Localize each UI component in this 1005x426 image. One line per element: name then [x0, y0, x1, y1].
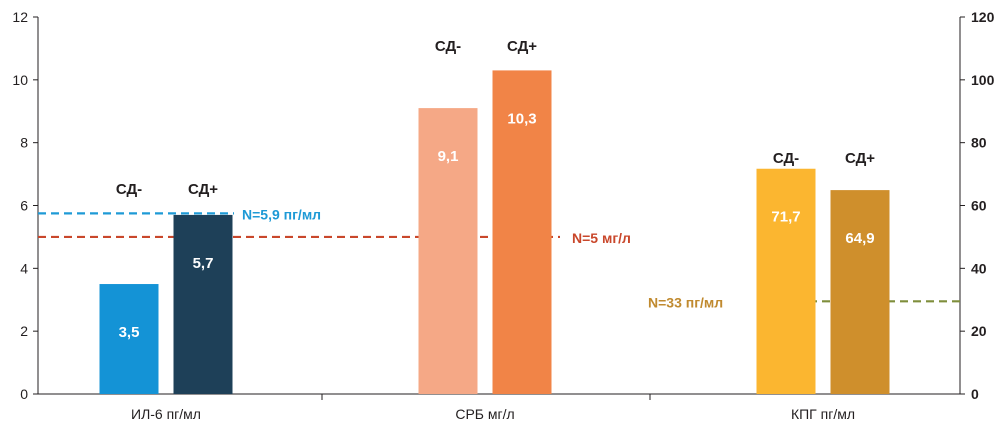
group-label: СД+	[507, 38, 537, 55]
left-tick-label: 6	[20, 198, 28, 214]
category-label: СРБ мг/л	[455, 406, 514, 422]
bar-value-label: 3,5	[119, 324, 140, 341]
right-tick-label: 40	[971, 260, 987, 276]
reference-line-label: N=33 пг/мл	[648, 294, 723, 310]
bar	[830, 190, 890, 394]
left-tick-label: 2	[20, 323, 28, 339]
left-tick-label: 10	[12, 72, 28, 88]
group-label: СД-	[773, 150, 799, 167]
group-label: СД+	[845, 150, 875, 167]
left-tick-label: 12	[12, 9, 28, 25]
bar	[756, 168, 816, 394]
bar-value-label: 9,1	[438, 148, 459, 165]
bar	[418, 108, 478, 394]
right-tick-label: 100	[971, 72, 995, 88]
right-tick-label: 0	[971, 386, 979, 402]
bar-value-label: 10,3	[507, 110, 536, 127]
bar	[173, 214, 233, 394]
bar-value-label: 71,7	[771, 209, 800, 226]
group-label: СД-	[116, 181, 142, 198]
bar-value-label: 5,7	[193, 255, 214, 272]
bar	[99, 284, 159, 394]
category-label: КПГ пг/мл	[791, 406, 855, 422]
reference-line-label: N=5 мг/л	[572, 230, 631, 246]
category-label: ИЛ-6 пг/мл	[131, 406, 201, 422]
left-tick-label: 4	[20, 260, 28, 276]
left-tick-label: 8	[20, 135, 28, 151]
group-label: СД-	[435, 38, 461, 55]
bar-value-label: 64,9	[845, 230, 874, 247]
right-tick-label: 120	[971, 9, 995, 25]
right-tick-label: 60	[971, 198, 987, 214]
right-tick-label: 20	[971, 323, 987, 339]
group-label: СД+	[188, 181, 218, 198]
right-tick-label: 80	[971, 135, 987, 151]
bar	[492, 70, 552, 395]
reference-line-label: N=5,9 пг/мл	[242, 206, 321, 222]
left-tick-label: 0	[20, 386, 28, 402]
